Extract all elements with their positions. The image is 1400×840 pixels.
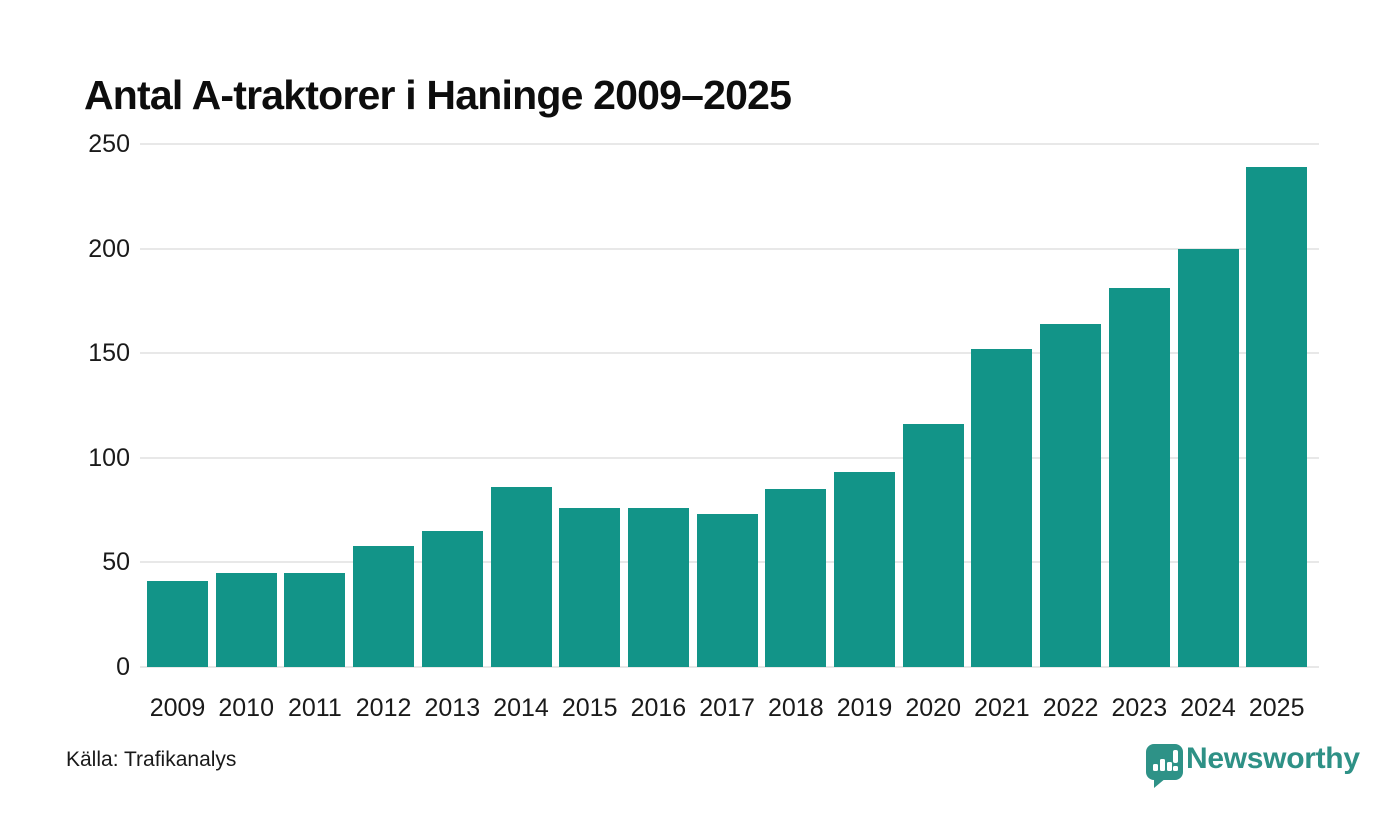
x-axis-tick-label-2019: 2019 xyxy=(836,694,893,722)
bar-2010 xyxy=(215,572,277,667)
x-axis-tick-label-2017: 2017 xyxy=(699,694,755,722)
x-axis-tick-label-2012: 2012 xyxy=(355,694,412,722)
x-axis-tick-label-2011: 2011 xyxy=(288,694,342,722)
chart-title: Antal A-traktorer i Haninge 2009–2025 xyxy=(84,72,792,118)
bar-2024 xyxy=(1177,248,1239,667)
y-axis-tick-label-250: 250 xyxy=(88,130,130,158)
y-axis-tick-label-0: 0 xyxy=(116,653,130,681)
logo-mini-bar-1 xyxy=(1153,764,1158,771)
bar-2012 xyxy=(353,545,415,667)
gridline-y-0 xyxy=(140,666,1319,668)
bar-2022 xyxy=(1040,323,1102,667)
x-axis-tick-label-2016: 2016 xyxy=(630,694,687,722)
bar-2021 xyxy=(971,349,1033,667)
bar-2020 xyxy=(902,424,964,667)
newsworthy-logo: Newsworthy xyxy=(1146,740,1386,788)
x-axis-tick-label-2024: 2024 xyxy=(1180,694,1236,722)
y-axis-tick-label-100: 100 xyxy=(88,443,130,472)
x-axis-tick-label-2022: 2022 xyxy=(1042,694,1099,722)
logo-exclamation-dot xyxy=(1173,766,1178,771)
plot-area xyxy=(140,143,1319,668)
logo-mini-bar-3 xyxy=(1167,762,1172,771)
gridline-y-250 xyxy=(140,143,1319,145)
bar-2013 xyxy=(421,531,483,667)
bar-2017 xyxy=(696,514,758,667)
gridline-y-100 xyxy=(140,456,1319,459)
x-axis-tick-label-2018: 2018 xyxy=(767,694,824,722)
y-axis-tick-label-200: 200 xyxy=(88,234,130,263)
brand-name: Newsworthy xyxy=(1186,742,1360,775)
bar-2016 xyxy=(627,508,689,667)
bar-2019 xyxy=(834,472,895,667)
x-axis-tick-label-2015: 2015 xyxy=(561,694,618,722)
bar-2009 xyxy=(147,581,208,667)
x-axis-tick-label-2010: 2010 xyxy=(218,694,274,722)
logo-mini-bar-2 xyxy=(1160,759,1165,771)
y-axis-tick-label-150: 150 xyxy=(88,339,130,368)
gridline-y-200 xyxy=(140,247,1319,250)
logo-exclamation-icon xyxy=(1173,750,1178,763)
x-axis-tick-label-2013: 2013 xyxy=(424,694,481,722)
bar-2014 xyxy=(490,487,552,667)
bar-2011 xyxy=(284,572,346,667)
x-axis-tick-label-2025: 2025 xyxy=(1248,694,1305,722)
speech-bubble-tail xyxy=(1154,778,1166,788)
bar-2015 xyxy=(559,508,621,667)
gridline-y-150 xyxy=(140,352,1319,355)
x-axis-tick-label-2009: 2009 xyxy=(149,694,206,722)
source-note: Källa: Trafikanalys xyxy=(66,748,237,771)
x-axis-tick-label-2020: 2020 xyxy=(905,694,961,722)
bar-2023 xyxy=(1108,288,1170,667)
newsworthy-speech-bubble-bar-chart-icon xyxy=(1146,744,1183,788)
x-axis-tick-label-2021: 2021 xyxy=(974,694,1030,722)
bar-2025 xyxy=(1246,167,1308,667)
bar-2018 xyxy=(765,489,827,667)
y-axis-tick-label-50: 50 xyxy=(102,548,130,577)
x-axis-tick-label-2014: 2014 xyxy=(493,694,549,722)
x-axis-tick-label-2023: 2023 xyxy=(1111,694,1168,722)
